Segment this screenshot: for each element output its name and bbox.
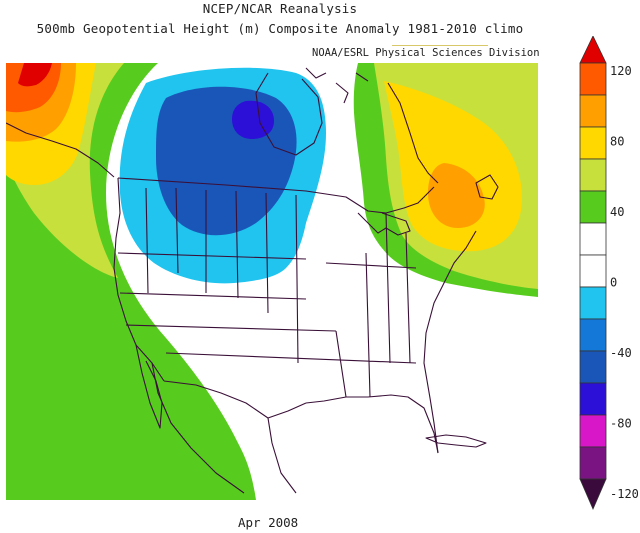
legend-tick-label: -120 (610, 487, 638, 501)
legend-bin (579, 190, 607, 224)
date-label: Apr 2008 (238, 515, 299, 530)
anomaly-map (6, 63, 538, 500)
great-lakes (357, 212, 411, 236)
hudson-purple-center (232, 100, 274, 139)
legend-bin (579, 478, 607, 511)
gulf-coast (305, 394, 439, 454)
legend-bin (579, 446, 607, 480)
legend-tick-label: 120 (610, 64, 632, 78)
credit-underline (392, 45, 488, 46)
state-lines-2 (117, 252, 417, 398)
color-legend: 120 80 40 0 -40 -80 -120 (579, 36, 638, 511)
legend-bins (579, 36, 607, 511)
legend-tick-label: -40 (610, 346, 632, 360)
alaska-red-core (18, 63, 52, 87)
us-mexico-border (163, 380, 307, 419)
legend-tick-label: 40 (610, 205, 624, 219)
mexico-gulf-coast (267, 417, 297, 494)
legend-bin (579, 94, 607, 128)
us-east-coast (423, 230, 477, 454)
state-lines-1 (145, 187, 299, 364)
mexico-coast-west (151, 362, 245, 494)
legend-tick-label: 0 (610, 276, 617, 290)
legend-bin (579, 36, 607, 64)
legend-bin (579, 158, 607, 192)
us-west-coast (113, 177, 165, 382)
legend-bin (579, 126, 607, 160)
east-orange-core (428, 163, 485, 228)
legend-bin (579, 222, 607, 256)
legend-bin (579, 62, 607, 96)
title-line-2: 500mb Geopotential Height (m) Composite … (36, 21, 524, 36)
alaska-coast (6, 122, 115, 178)
legend-bin (579, 254, 607, 288)
labrador-coast (387, 82, 439, 184)
legend-bin (579, 382, 607, 416)
legend-tick-label: 80 (610, 135, 624, 149)
title-line-1: NCEP/NCAR Reanalysis (202, 1, 358, 16)
hudson-bay (255, 72, 323, 156)
legend-tick-label: -80 (610, 417, 632, 431)
canada-us-border (117, 177, 435, 214)
canada-arctic-islands (305, 67, 369, 104)
credit-text: NOAA/ESRL Physical Sciences Division (312, 47, 540, 59)
newfoundland (475, 174, 499, 200)
legend-bin (579, 414, 607, 448)
legend-bin (579, 286, 607, 320)
alaska-orangered-region (6, 63, 61, 113)
legend-bin (579, 318, 607, 352)
cuba (425, 434, 487, 448)
legend-tick-labels: 120 80 40 0 -40 -80 -120 (610, 64, 638, 501)
political-boundaries (6, 67, 499, 494)
state-lines-3 (325, 212, 417, 364)
baja-california (135, 344, 163, 429)
legend-bin (579, 350, 607, 384)
